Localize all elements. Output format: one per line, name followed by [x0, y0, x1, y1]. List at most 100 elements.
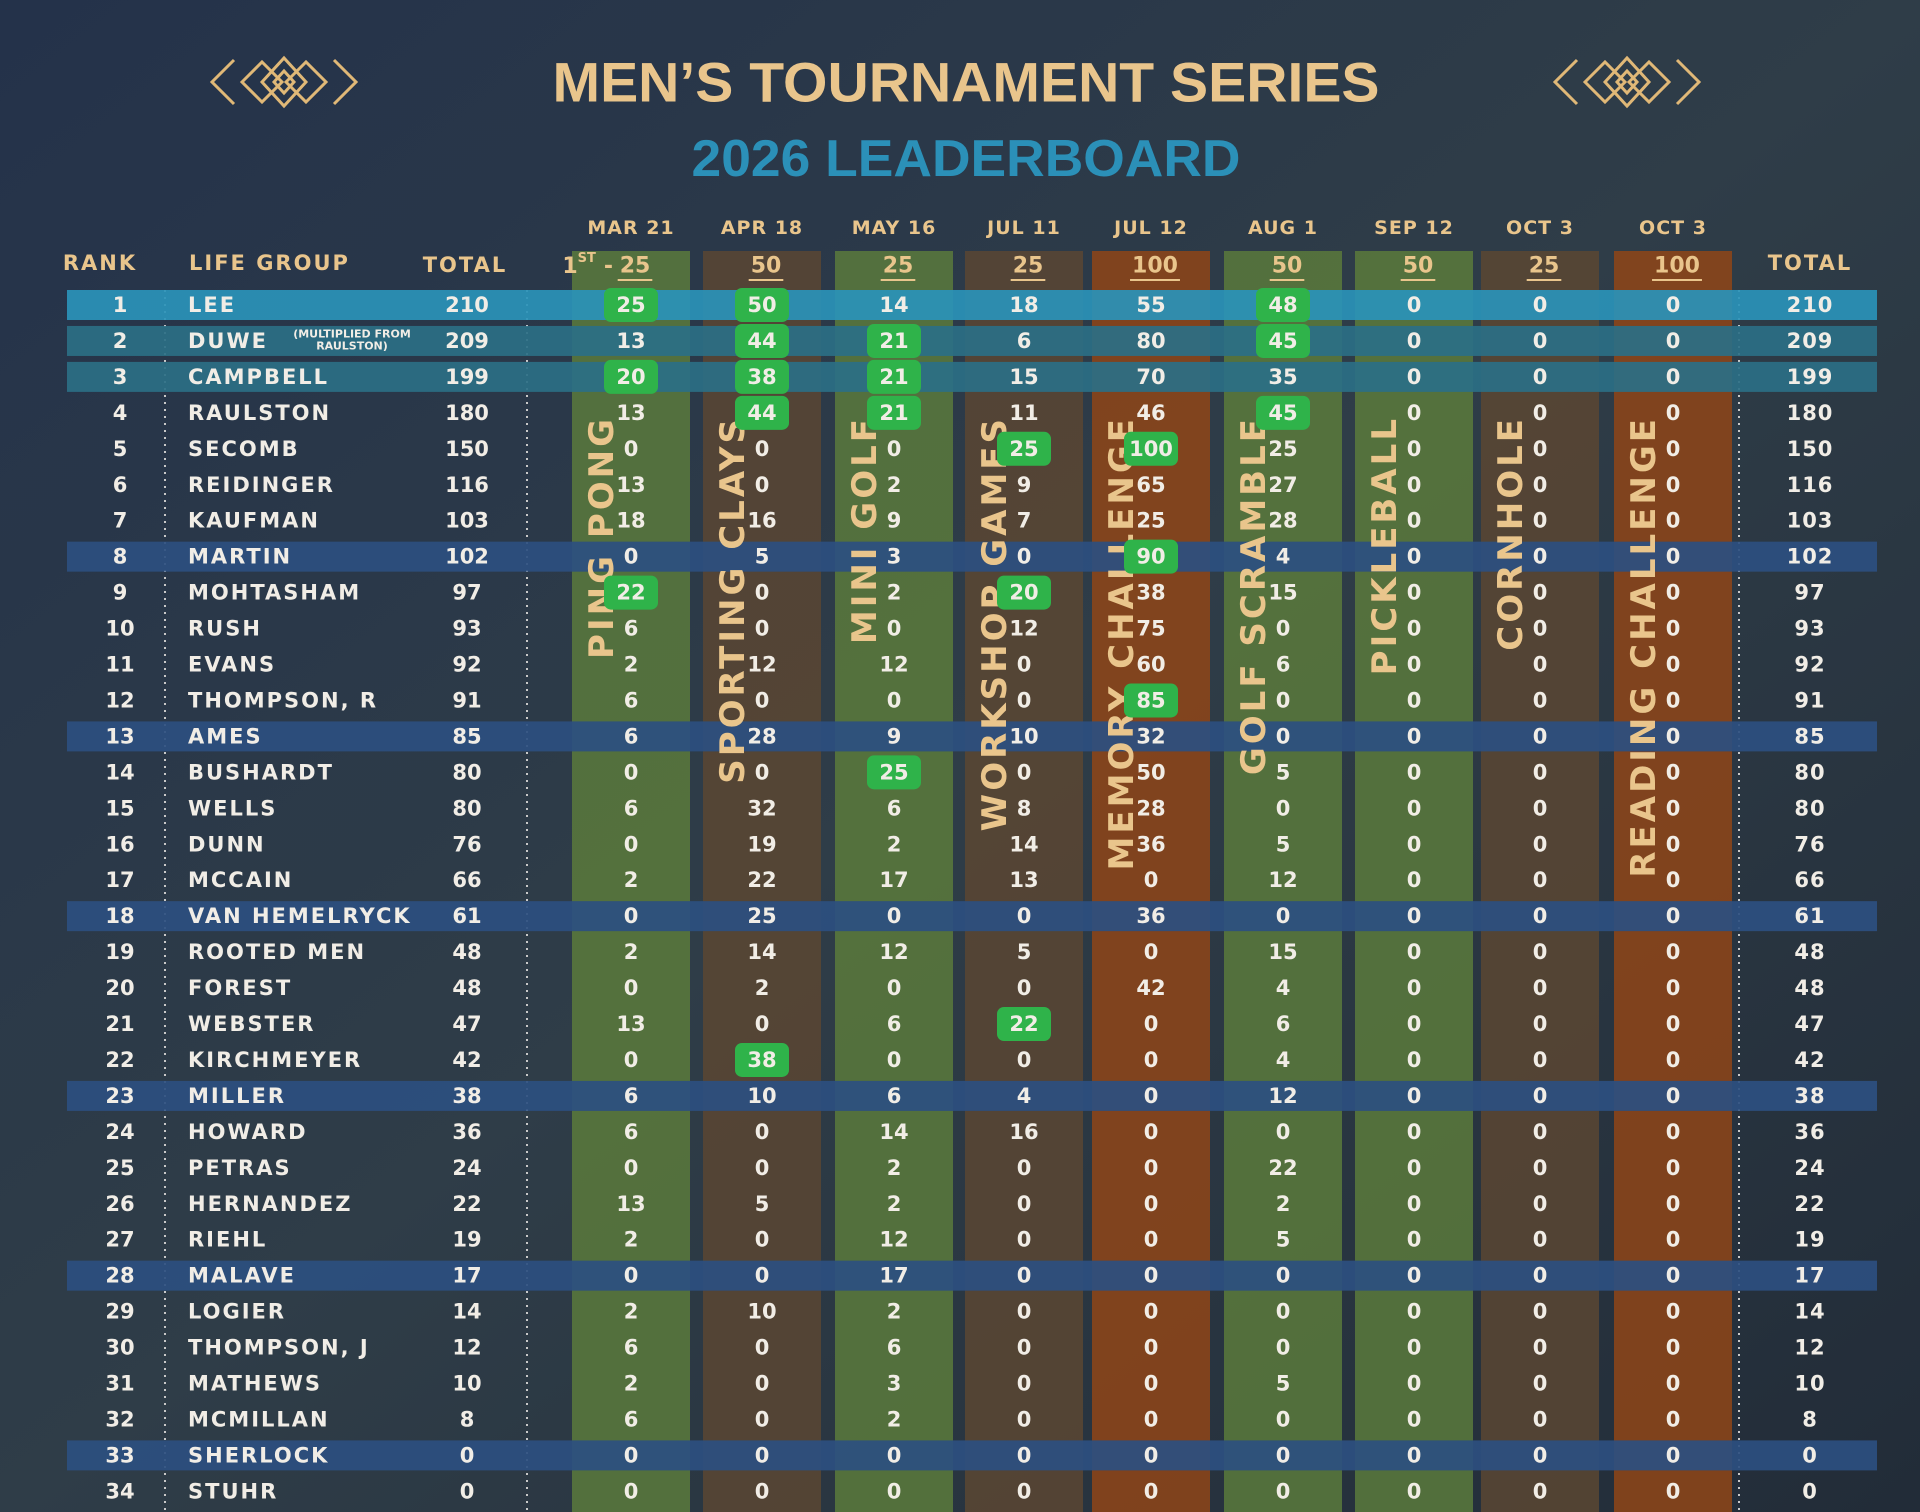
life-group: MATHEWS — [188, 1372, 322, 1396]
rank: 11 — [105, 653, 134, 677]
total: 24 — [452, 1156, 481, 1180]
rank: 5 — [113, 437, 128, 461]
total: 61 — [452, 904, 481, 928]
life-group: WEBSTER — [188, 1012, 315, 1036]
row-band — [67, 1080, 1877, 1111]
score: 0 — [624, 437, 639, 461]
final-total: 91 — [1794, 688, 1825, 712]
score: 4 — [1017, 1084, 1032, 1108]
event-name: READING CHALLENGE — [1624, 416, 1664, 878]
score: 0 — [1666, 1228, 1681, 1252]
score: 25 — [747, 904, 776, 928]
life-group: DUWE — [188, 329, 268, 353]
score: 0 — [1666, 1156, 1681, 1180]
rank: 14 — [105, 760, 134, 784]
score: 80 — [1136, 329, 1165, 353]
final-total: 76 — [1794, 832, 1825, 856]
score: 0 — [755, 688, 770, 712]
score: 14 — [747, 940, 776, 964]
score: 0 — [1407, 1264, 1422, 1288]
row-band — [67, 901, 1877, 932]
score: 0 — [624, 904, 639, 928]
event-name: CORNHOLE — [1491, 416, 1531, 651]
score: 65 — [1136, 473, 1165, 497]
score: 0 — [1533, 940, 1548, 964]
score: 0 — [1407, 976, 1422, 1000]
score: 0 — [1533, 1443, 1548, 1467]
total: 80 — [452, 796, 481, 820]
life-group: THOMPSON, J — [188, 1336, 370, 1360]
score: 0 — [1533, 293, 1548, 317]
score: 0 — [624, 545, 639, 569]
score: 36 — [1136, 832, 1165, 856]
group-note: RAULSTON) — [316, 339, 388, 352]
score: 0 — [1533, 1192, 1548, 1216]
life-group: THOMPSON, R — [188, 688, 378, 712]
score: 12 — [1268, 868, 1297, 892]
final-total: 61 — [1794, 904, 1825, 928]
final-total: 93 — [1794, 617, 1825, 641]
score: 0 — [1533, 832, 1548, 856]
score: 0 — [1144, 940, 1159, 964]
score: 0 — [887, 617, 902, 641]
score: 14 — [879, 1120, 908, 1144]
score: 28 — [1136, 796, 1165, 820]
event-date: AUG 1 — [1248, 217, 1318, 239]
score: 0 — [887, 1443, 902, 1467]
final-total: 47 — [1794, 1012, 1825, 1036]
score: 6 — [1276, 1012, 1291, 1036]
life-group: SECOMB — [188, 437, 300, 461]
score: 25 — [1136, 509, 1165, 533]
event-name: MINI GOLF — [845, 416, 885, 644]
row-band — [67, 325, 1877, 356]
score: 0 — [755, 581, 770, 605]
score: 0 — [1144, 1264, 1159, 1288]
score: 0 — [755, 1228, 770, 1252]
total: 36 — [452, 1120, 481, 1144]
life-group: AMES — [188, 724, 263, 748]
score: 75 — [1136, 617, 1165, 641]
score: 0 — [887, 904, 902, 928]
score: 0 — [1144, 1048, 1159, 1072]
score: 0 — [887, 976, 902, 1000]
score: 0 — [1533, 1372, 1548, 1396]
final-total: 80 — [1794, 760, 1825, 784]
score: 0 — [624, 832, 639, 856]
event-column — [1614, 251, 1732, 1512]
event-max: 100 — [1132, 254, 1178, 279]
score: 0 — [1666, 293, 1681, 317]
score: 9 — [887, 509, 902, 533]
rank: 21 — [105, 1012, 134, 1036]
score: 22 — [1268, 1156, 1297, 1180]
score-highlight — [1124, 431, 1178, 466]
rank: 13 — [105, 724, 134, 748]
header-total: TOTAL — [1768, 251, 1853, 275]
row-band — [67, 1440, 1877, 1471]
score: 5 — [1276, 760, 1291, 784]
score: 0 — [1666, 329, 1681, 353]
score: 0 — [1666, 401, 1681, 425]
score: 12 — [747, 653, 776, 677]
score: 0 — [755, 473, 770, 497]
total: 93 — [452, 617, 481, 641]
total: 180 — [445, 401, 489, 425]
score: 0 — [755, 1336, 770, 1360]
event-max: 50 — [1272, 254, 1303, 279]
score: 0 — [1407, 293, 1422, 317]
event-column — [703, 251, 821, 1512]
score-highlight — [1256, 288, 1310, 322]
rank: 19 — [105, 940, 134, 964]
score: 0 — [1276, 904, 1291, 928]
columns — [164, 251, 1740, 1512]
score: 25 — [1009, 437, 1038, 461]
group-note: (MULTIPLIED FROM — [293, 327, 411, 340]
event-max: 50 — [751, 254, 782, 279]
score: 0 — [1407, 1192, 1422, 1216]
life-group: SHERLOCK — [188, 1443, 329, 1467]
score: 0 — [1666, 653, 1681, 677]
score: 6 — [624, 1336, 639, 1360]
rank: 29 — [105, 1300, 134, 1324]
event-date: MAR 21 — [587, 217, 674, 239]
score-highlight — [735, 1042, 789, 1077]
